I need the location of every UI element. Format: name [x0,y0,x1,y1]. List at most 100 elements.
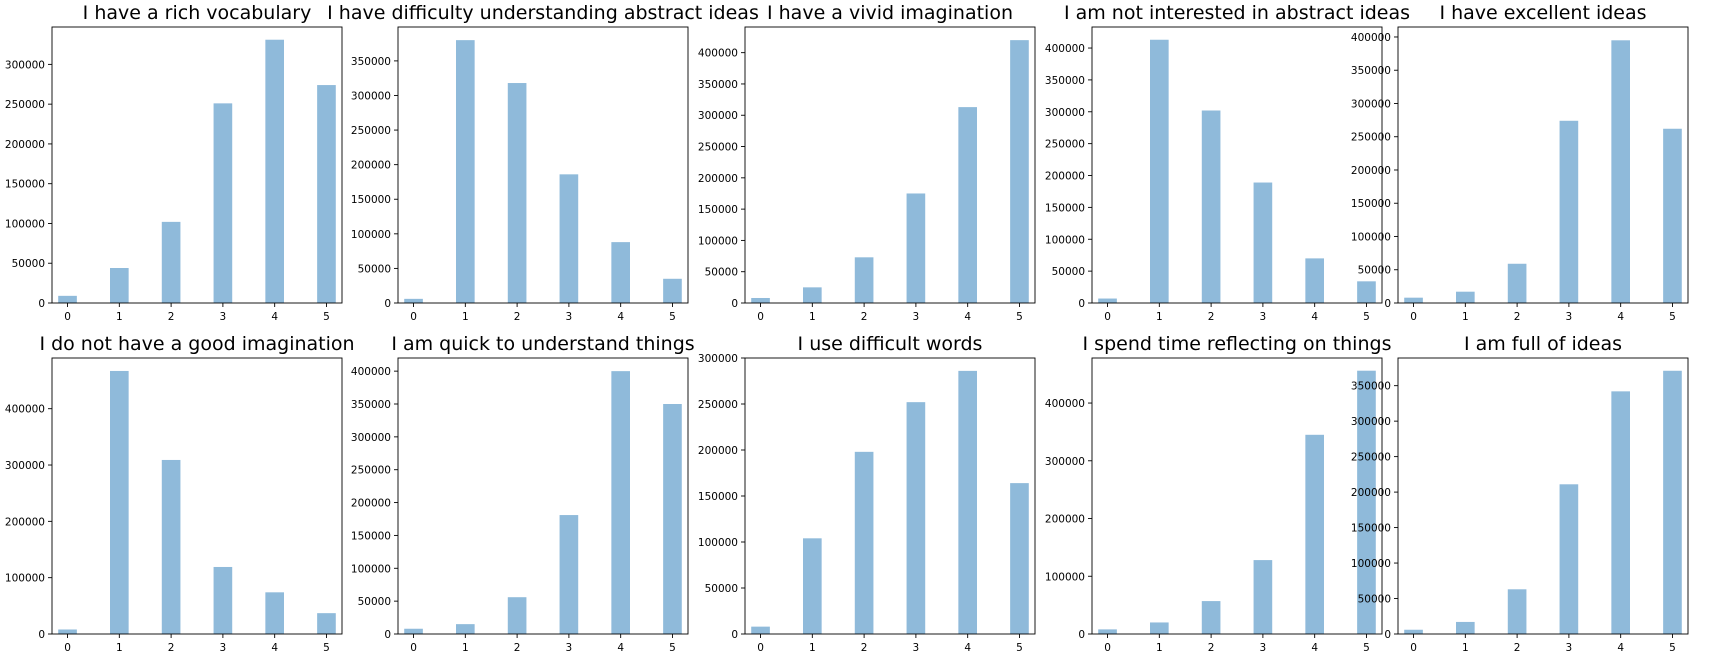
y-tick-label: 250000 [1045,139,1085,151]
x-tick-label: 2 [168,311,175,323]
axes-frame [1091,357,1383,635]
bar-5 [317,85,336,303]
y-tick-label: 350000 [1351,381,1391,393]
y-tick-label: 100000 [1045,571,1085,583]
x-tick-label: 0 [64,311,71,323]
bar-0 [1098,298,1117,303]
y-tick-label: 150000 [1351,523,1391,535]
y-tick-label: 0 [1078,298,1085,310]
bar-2 [507,597,527,634]
chart-title: I have a rich vocabulary [83,2,312,24]
y-tick-label: 0 [384,629,391,641]
bar-5 [317,613,336,634]
bar-1 [456,624,475,634]
bar-5 [1663,370,1682,634]
bar-5 [1357,370,1376,634]
y-tick-label: 50000 [358,596,391,608]
bar-0 [404,628,423,634]
y-tick-label: 150000 [1045,202,1085,214]
bar-0 [751,297,770,303]
y-tick-label: 200000 [1351,487,1391,499]
bar-1 [1150,622,1169,634]
bar-2 [507,83,527,303]
bar-4 [265,39,284,303]
y-tick-label: 400000 [1045,43,1085,55]
x-tick-label: 2 [1514,642,1521,654]
x-tick-label: 3 [220,642,227,654]
x-tick-label: 3 [913,642,920,654]
bar-2 [1507,263,1527,303]
chart-title: I have excellent ideas [1439,2,1646,24]
x-tick-label: 4 [1311,642,1318,654]
x-tick-label: 5 [669,642,676,654]
x-tick-label: 3 [566,311,573,323]
x-tick-label: 5 [1669,642,1676,654]
y-tick-label: 50000 [1358,265,1391,277]
y-tick-label: 100000 [5,573,45,585]
y-tick-label: 350000 [698,79,738,91]
y-tick-label: 200000 [1351,165,1391,177]
x-tick-label: 0 [757,642,764,654]
y-tick-label: 250000 [698,142,738,154]
y-tick-label: 200000 [698,173,738,185]
x-tick-label: 5 [323,311,330,323]
y-tick-label: 50000 [705,267,738,279]
x-tick-label: 3 [1260,642,1267,654]
y-tick-label: 300000 [5,59,45,71]
bar-3 [1253,182,1273,303]
bar-2 [854,257,874,303]
x-tick-label: 3 [220,311,227,323]
bar-1 [803,287,822,303]
bar-4 [265,592,284,634]
y-tick-label: 100000 [1045,234,1085,246]
y-tick-label: 100000 [351,563,391,575]
y-tick-label: 0 [731,629,738,641]
y-tick-label: 100000 [351,229,391,241]
y-tick-label: 400000 [698,48,738,60]
bar-5 [1010,40,1029,304]
x-tick-label: 2 [1514,311,1521,323]
x-tick-label: 3 [1566,642,1573,654]
bar-2 [161,221,181,303]
y-tick-label: 250000 [698,399,738,411]
bar-4 [1611,40,1630,303]
y-tick-label: 100000 [698,235,738,247]
x-tick-label: 2 [861,311,868,323]
x-tick-label: 0 [410,311,417,323]
x-tick-label: 0 [64,642,71,654]
bar-5 [663,278,682,303]
chart-title: I am quick to understand things [391,333,694,355]
bar-2 [1507,589,1527,634]
x-tick-label: 4 [1617,642,1624,654]
y-tick-label: 50000 [1358,594,1391,606]
bar-3 [1559,484,1579,634]
bar-4 [958,370,977,634]
y-tick-label: 200000 [1045,514,1085,526]
bar-0 [1404,629,1423,634]
y-tick-label: 200000 [698,445,738,457]
axes-frame [744,26,1036,304]
bar-2 [1201,601,1221,634]
bar-3 [559,174,579,303]
x-tick-label: 4 [271,311,278,323]
x-tick-label: 4 [1311,311,1318,323]
x-tick-label: 3 [913,311,920,323]
y-tick-label: 0 [1078,629,1085,641]
x-tick-label: 3 [1260,311,1267,323]
bar-4 [611,371,630,634]
y-tick-label: 0 [384,298,391,310]
bar-0 [404,298,423,303]
x-tick-label: 1 [1156,642,1163,654]
x-tick-label: 5 [1016,642,1023,654]
bar-5 [1010,483,1029,634]
y-tick-label: 200000 [351,498,391,510]
bar-4 [1305,258,1324,303]
x-tick-label: 0 [1104,642,1111,654]
x-tick-label: 1 [462,311,469,323]
chart-title: I am full of ideas [1464,333,1622,355]
bar-2 [854,451,874,634]
x-tick-label: 1 [1156,311,1163,323]
x-tick-label: 5 [1016,311,1023,323]
bar-0 [1098,629,1117,634]
chart-title: I do not have a good imagination [39,333,354,355]
